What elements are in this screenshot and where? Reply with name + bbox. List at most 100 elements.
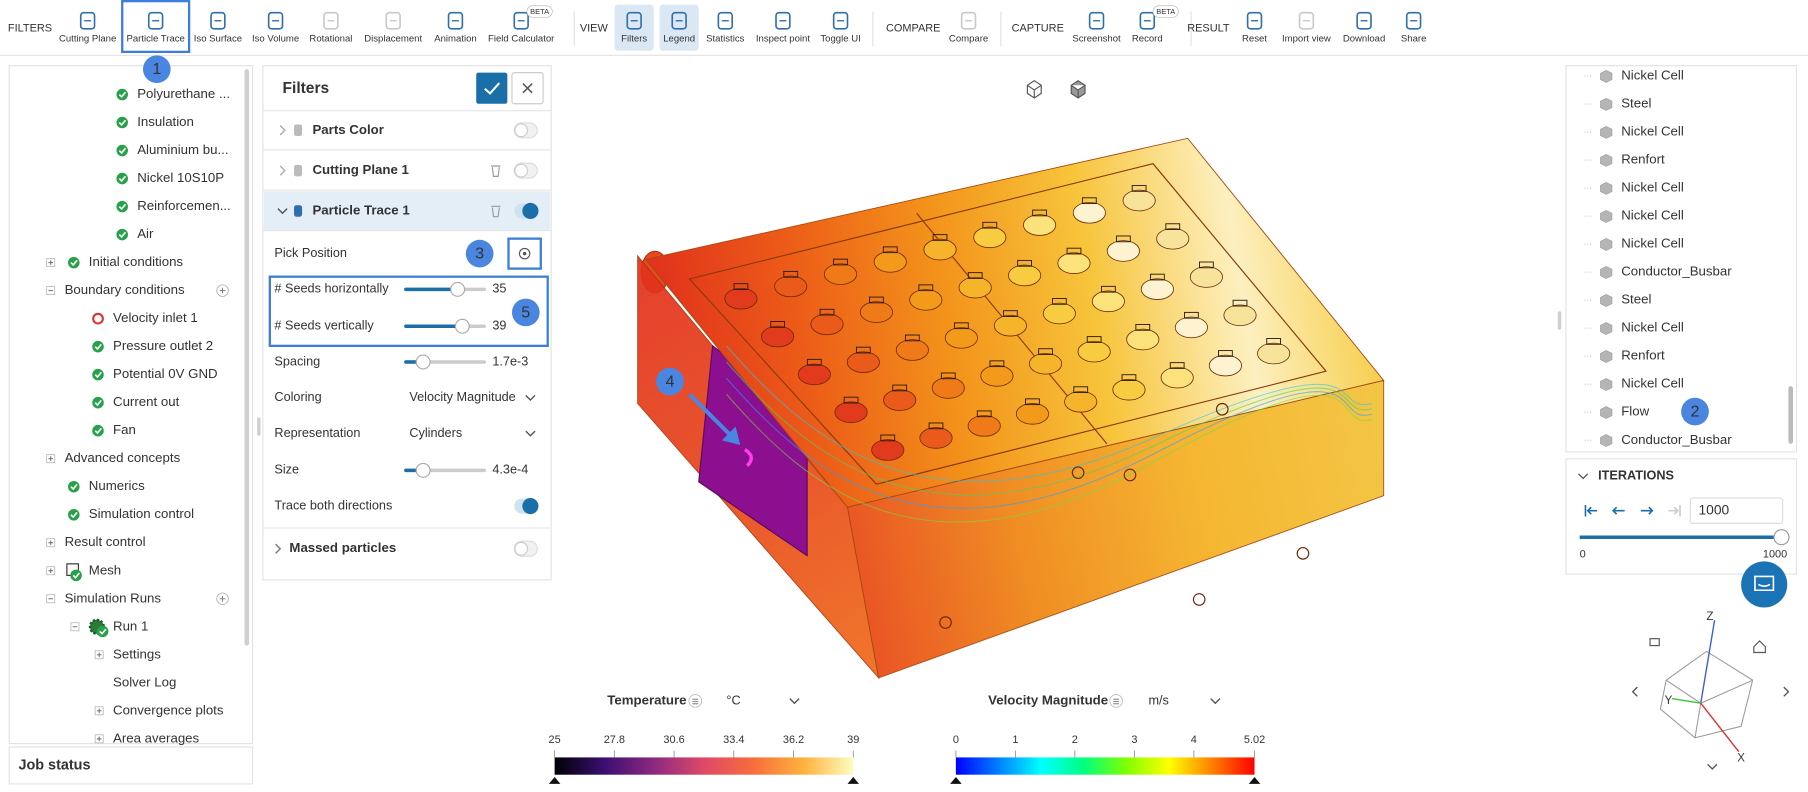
range-handle[interactable] [1248,777,1261,784]
legend-unit[interactable]: m/s [1148,693,1168,707]
rotate-button[interactable] [1707,763,1718,770]
view-cube-icon[interactable] [1070,80,1086,99]
chat-button[interactable] [1741,561,1788,608]
range-handle[interactable] [847,777,860,784]
setting-select[interactable]: Velocity Magnitude [409,390,515,404]
part-name[interactable]: Conductor_Busbar [1621,264,1732,279]
tree-item[interactable]: Initial conditions [89,254,184,269]
toolbar-button[interactable]: Download [1343,34,1385,45]
toolbar-button[interactable]: Import view [1282,34,1331,45]
part-name[interactable]: Flow [1621,404,1649,419]
toolbar-button[interactable]: Iso Volume [252,34,299,45]
tree-item[interactable]: Reinforcemen... [137,198,231,213]
tree-item[interactable]: Nickel 10S10P [137,170,224,185]
filter-name[interactable]: Cutting Plane 1 [312,162,408,177]
iteration-value[interactable]: 1000 [1698,501,1729,517]
tree-item[interactable]: Mesh [89,562,121,577]
slider-thumb[interactable] [415,462,431,478]
tree-item[interactable]: Result control [65,534,146,549]
toolbar-button-active[interactable] [614,4,654,51]
toolbar-button[interactable]: Legend [663,34,695,45]
toolbar-button[interactable]: Iso Surface [194,34,242,45]
annotation-arrowhead [721,426,741,445]
setting-value[interactable]: 35 [492,282,506,296]
job-status-title[interactable]: Job status [18,757,90,773]
tree-item[interactable]: Polyurethane ... [137,86,230,101]
part-name[interactable]: Steel [1621,96,1651,111]
toolbar-button[interactable]: Toggle UI [820,34,860,45]
part-name[interactable]: Nickel Cell [1621,68,1684,83]
tree-item[interactable]: Boundary conditions [65,282,185,297]
tree-item[interactable]: Solver Log [113,674,176,689]
toolbar-button[interactable]: Field Calculator [488,34,555,45]
part-name[interactable]: Renfort [1621,152,1665,167]
tree-item[interactable]: Simulation control [89,506,194,521]
toolbar-button[interactable]: Compare [949,34,988,45]
tree-item[interactable]: Area averages [113,730,200,745]
tree-item[interactable]: Numerics [89,478,145,493]
status-ok-icon [116,116,128,129]
toolbar-button[interactable]: Record [1132,34,1163,45]
tree-item[interactable]: Fan [113,422,136,437]
tree-item[interactable]: Potential 0V GND [113,366,218,381]
part-name[interactable]: Steel [1621,292,1651,307]
section-title[interactable]: Massed particles [289,540,396,555]
tree-item[interactable]: Insulation [137,114,194,129]
part-name[interactable]: Nickel Cell [1621,236,1684,251]
toolbar-button[interactable]: Animation [434,34,476,45]
home-button[interactable] [1753,640,1766,654]
part-name[interactable]: Conductor_Busbar [1621,432,1732,447]
part-name[interactable]: Nickel Cell [1621,320,1684,335]
filter-name[interactable]: Parts Color [312,122,383,137]
setting-value[interactable]: 4.3e-4 [492,463,528,477]
legend-menu-button[interactable] [1109,694,1123,708]
part-name[interactable]: Nickel Cell [1621,208,1684,223]
tree-item[interactable]: Pressure outlet 2 [113,338,213,353]
toolbar-button[interactable]: Particle Trace [126,34,184,45]
toolbar-button[interactable]: Share [1401,34,1426,45]
tree-item[interactable]: Air [137,226,154,241]
iteration-input[interactable] [1689,497,1784,524]
range-handle[interactable] [548,777,561,784]
setting-value[interactable]: 1.7e-3 [492,354,528,368]
iteration-slider-thumb[interactable] [1773,529,1790,546]
iteration-nav-button[interactable] [1611,506,1625,515]
camera-button[interactable] [1649,638,1660,647]
slider-thumb[interactable] [415,354,431,370]
part-name[interactable]: Renfort [1621,348,1665,363]
toolbar-button[interactable]: Statistics [706,34,744,45]
tree-item[interactable]: Simulation Runs [65,590,162,605]
tree-item[interactable]: Convergence plots [113,702,224,717]
part-name[interactable]: Nickel Cell [1621,180,1684,195]
toolbar-button[interactable]: Screenshot [1072,34,1121,45]
rotate-button[interactable] [1631,686,1638,697]
toolbar-button[interactable]: Filters [621,34,647,45]
setting-value[interactable]: 39 [492,319,506,333]
toolbar-button[interactable]: Reset [1242,34,1267,45]
tree-item[interactable]: Aluminium bu... [137,142,228,157]
tree-item[interactable]: Velocity inlet 1 [113,310,198,325]
toolbar-button[interactable]: Displacement [364,34,422,45]
toolbar-button-active[interactable] [659,4,699,51]
legend-unit[interactable]: °C [726,693,740,707]
filter-name[interactable]: Particle Trace 1 [312,202,409,217]
tree-item[interactable]: Run 1 [113,618,148,633]
rotate-button[interactable] [1783,686,1790,697]
tree-item[interactable]: Current out [113,394,180,409]
slider-thumb[interactable] [454,318,470,334]
range-handle[interactable] [950,777,962,784]
toolbar-button[interactable]: Rotational [309,34,352,45]
iteration-nav-button[interactable] [1640,506,1654,515]
iteration-nav-button[interactable] [1584,504,1597,517]
toolbar-button[interactable]: Inspect point [756,34,810,45]
slider-thumb[interactable] [450,281,466,297]
part-name[interactable]: Nickel Cell [1621,124,1684,139]
confirm-button[interactable] [476,72,508,104]
setting-select[interactable]: Cylinders [409,426,462,440]
part-name[interactable]: Nickel Cell [1621,376,1684,391]
view-cube-icon[interactable] [1026,80,1042,99]
legend-menu-button[interactable] [688,694,703,708]
tree-item[interactable]: Advanced concepts [65,450,181,465]
toolbar-button[interactable]: Cutting Plane [59,34,116,45]
tree-item[interactable]: Settings [113,646,161,661]
